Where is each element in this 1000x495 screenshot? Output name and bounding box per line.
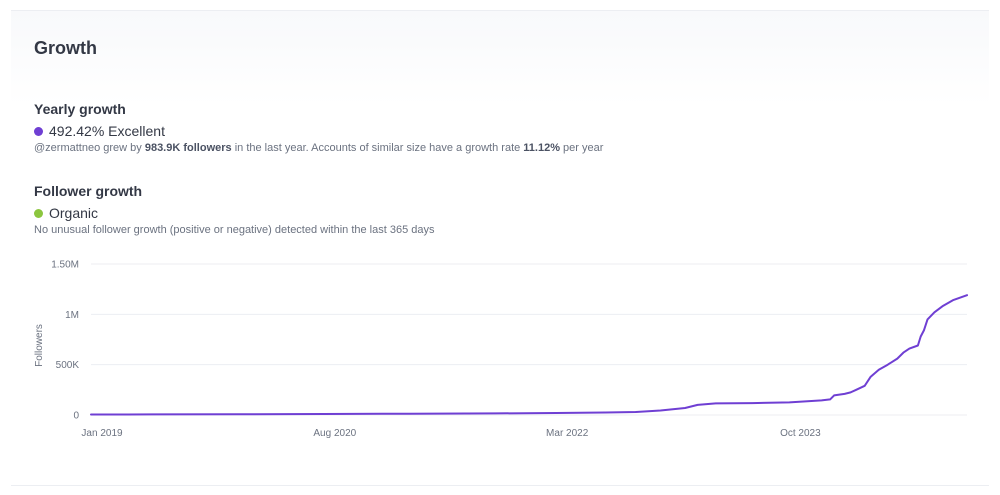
follower-growth-status: Organic <box>34 205 98 221</box>
yearly-growth-status: 492.42% Excellent <box>34 123 165 139</box>
x-tick-label: Mar 2022 <box>546 428 589 439</box>
follower-growth-description: No unusual follower growth (positive or … <box>34 224 435 236</box>
growth-card: Growth Yearly growth 492.42% Excellent @… <box>11 10 989 486</box>
yearly-growth-desc-rate: 11.12% <box>523 142 560 154</box>
rating-dot-icon <box>34 126 43 136</box>
y-tick-label: 500K <box>56 360 80 371</box>
status-dot-icon <box>34 208 43 218</box>
follower-growth-status-label: Organic <box>49 205 99 221</box>
yearly-growth-heading: Yearly growth <box>34 101 126 117</box>
yearly-growth-rate: 492.42% <box>49 123 105 139</box>
followers-series-line <box>90 294 968 416</box>
x-tick-label: Aug 2020 <box>313 428 356 439</box>
x-tick-label: Jan 2019 <box>81 428 123 439</box>
y-tick-label: 1M <box>65 310 79 321</box>
follower-growth-heading: Follower growth <box>34 183 143 199</box>
card-header <box>11 11 989 106</box>
x-tick-label: Oct 2023 <box>780 428 821 439</box>
y-axis-title: Followers <box>34 324 45 367</box>
yearly-growth-desc-middle: in the last year. Accounts of similar si… <box>231 142 524 154</box>
card-title: Growth <box>34 38 97 58</box>
yearly-growth-desc-followers: 983.9K followers <box>144 142 232 154</box>
yearly-growth-rating: Excellent <box>108 123 165 139</box>
yearly-growth-desc-prefix: @zermattneo grew by <box>34 142 145 154</box>
yearly-growth-description: @zermattneo grew by 983.9K followers in … <box>34 142 603 154</box>
y-tick-label: 1.50M <box>51 260 79 271</box>
yearly-growth-desc-suffix: per year <box>560 142 604 154</box>
y-tick-label: 0 <box>73 411 79 422</box>
